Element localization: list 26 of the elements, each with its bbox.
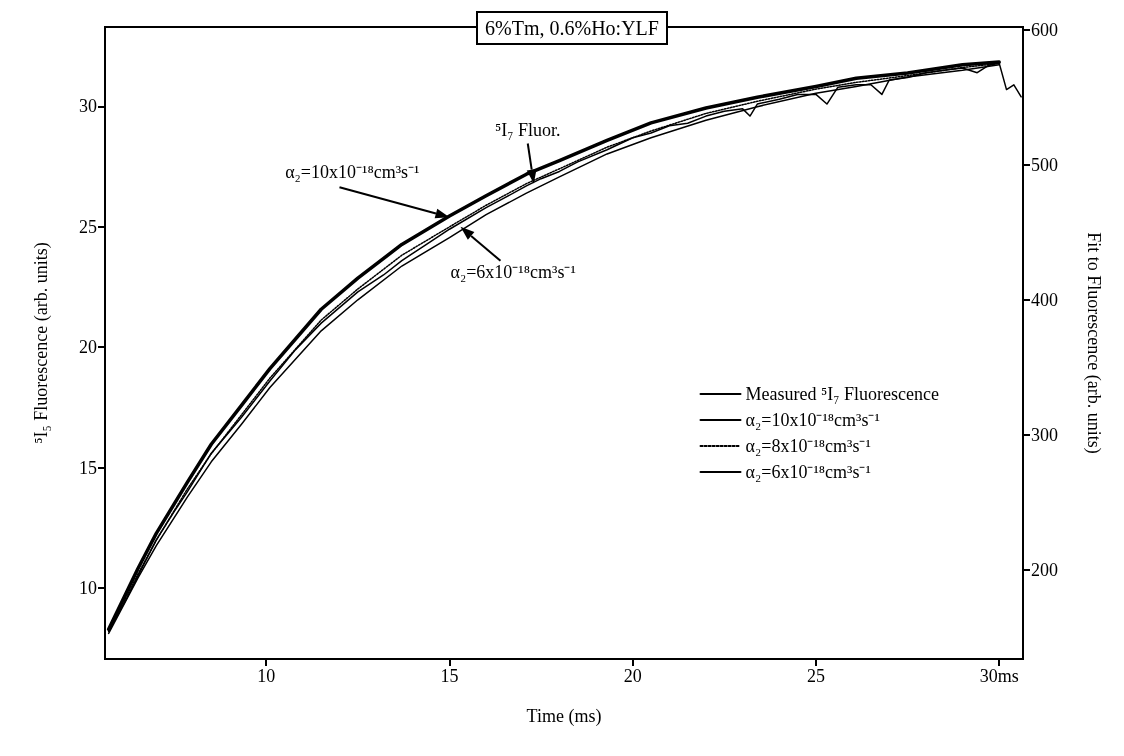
y2-tick-label: 200 (1031, 559, 1058, 580)
y2-tick-label: 300 (1031, 424, 1058, 445)
legend-label: Measured ⁵I₇ Fluorescence (745, 384, 940, 404)
annotation: α₂=6x10⁻¹⁸cm³s⁻¹ (450, 261, 576, 282)
x-axis-title: Time (ms) (526, 706, 602, 727)
y-tick-label: 15 (79, 457, 97, 478)
y2-tick-label: 600 (1031, 19, 1058, 40)
y-tick-label: 25 (79, 216, 97, 237)
x-tick-label: 15 (440, 666, 459, 686)
x-tick-label: 10 (257, 666, 276, 686)
y2-axis-title: Fit to Fluorescence (arb. units) (1083, 232, 1104, 454)
x-tick-label: 30ms (979, 666, 1019, 686)
y-tick-label: 20 (79, 337, 97, 358)
legend-label: α₂=8x10⁻¹⁸cm³s⁻¹ (745, 436, 871, 456)
annotation: ⁵I₇ Fluor. (494, 120, 561, 141)
y-axis-title: ⁵I₅ Fluorescence (arb. units) (31, 242, 52, 444)
y-tick-label: 10 (79, 577, 97, 598)
y2-tick-label: 400 (1031, 289, 1058, 310)
legend-label: α₂=10x10⁻¹⁸cm³s⁻¹ (745, 410, 880, 430)
chart-title: 6%Tm, 0.6%Ho:YLF (485, 17, 659, 39)
x-tick-label: 20 (623, 666, 642, 686)
y-tick-label: 30 (79, 96, 97, 117)
legend-label: α₂=6x10⁻¹⁸cm³s⁻¹ (745, 462, 871, 482)
x-tick-label: 25 (806, 666, 825, 686)
y2-tick-label: 500 (1031, 154, 1058, 175)
annotation: α₂=10x10⁻¹⁸cm³s⁻¹ (285, 162, 420, 183)
